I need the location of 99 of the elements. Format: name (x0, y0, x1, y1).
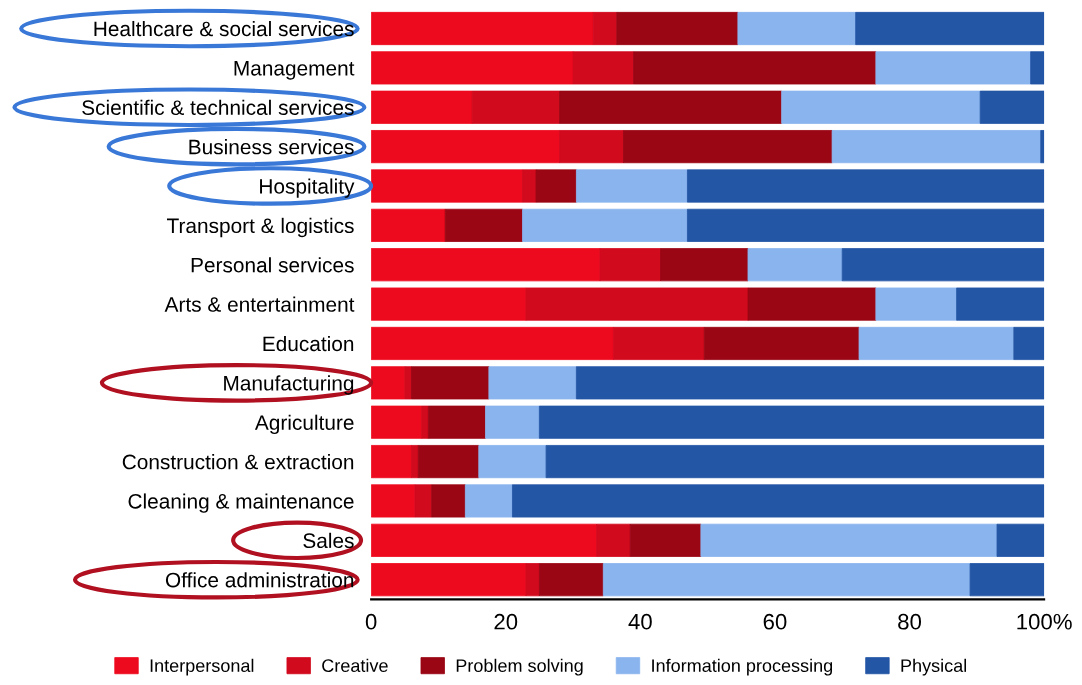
y-tick-label: Personal services (191, 257, 354, 273)
bar (956, 287, 1045, 321)
bar (371, 366, 406, 400)
bar (371, 51, 574, 85)
bar (371, 445, 412, 479)
bar (525, 287, 749, 321)
bar (875, 51, 1032, 85)
bar (371, 90, 473, 124)
bar (512, 484, 1045, 518)
bar (411, 445, 419, 479)
bar (488, 366, 577, 400)
y-tick-label: Construction & extraction (122, 454, 354, 470)
bar (417, 445, 480, 479)
bar (371, 11, 594, 46)
bar (996, 523, 1045, 557)
y-tick-label: Cleaning & maintenance (128, 493, 354, 513)
bar (371, 523, 597, 557)
bar (969, 563, 1045, 597)
y-tick-label: Arts & entertainment (164, 296, 355, 312)
bar (575, 169, 688, 203)
x-tick-label: 100% (1017, 613, 1072, 630)
bar (781, 90, 981, 124)
bar (629, 523, 702, 557)
bar (633, 51, 877, 85)
bar (831, 130, 1042, 164)
bar (538, 405, 1045, 439)
x-tick-label: 60 (763, 613, 787, 630)
x-tick-label: 20 (494, 613, 518, 630)
bar (485, 405, 540, 439)
legend-label: Problem solving (456, 658, 583, 676)
y-tick-label: Manufacturing (224, 375, 354, 395)
bar (371, 248, 601, 282)
legend-label: Interpersonal (150, 658, 254, 676)
bar (703, 326, 860, 361)
bar (687, 169, 1045, 203)
bar (687, 208, 1045, 242)
bar (371, 563, 527, 597)
bar (525, 563, 540, 597)
bar (596, 523, 631, 557)
bar (421, 405, 429, 439)
bar (858, 326, 1015, 361)
bar (464, 484, 513, 518)
y-tick-label: Scientific & technical services (82, 99, 354, 115)
bar (371, 130, 560, 164)
x-tick-label: 80 (898, 613, 922, 630)
y-tick-label: Business services (189, 139, 354, 155)
x-tick-label: 0 (365, 613, 377, 630)
bar (575, 366, 1045, 400)
bar (371, 208, 446, 242)
bar (700, 523, 998, 557)
bar (559, 90, 783, 124)
bar (522, 169, 537, 203)
legend-label: Physical (901, 658, 967, 676)
bar (623, 130, 833, 164)
bar (371, 326, 614, 361)
bar (592, 11, 618, 46)
bar (1040, 130, 1045, 164)
bar (599, 248, 661, 282)
bar (875, 287, 958, 321)
bar (747, 287, 877, 321)
bar (1030, 51, 1045, 85)
bar (427, 405, 486, 439)
bar (545, 445, 1045, 479)
y-tick-label: Hospitality (260, 178, 355, 198)
bar (371, 405, 423, 439)
y-tick-label: Management (234, 61, 355, 80)
x-tick-label: 40 (628, 613, 652, 630)
bar (979, 90, 1045, 124)
bar (431, 484, 466, 518)
bar (535, 169, 577, 203)
bar (471, 90, 560, 124)
bar (747, 248, 843, 282)
bar (444, 208, 523, 242)
bar (616, 11, 739, 46)
y-tick-label: Sales (303, 532, 354, 549)
y-tick-label: Agriculture (254, 414, 354, 435)
y-tick-label: Education (263, 335, 354, 352)
bar (602, 563, 971, 597)
bar (841, 248, 1045, 282)
y-tick-label: Healthcare & social services (94, 20, 354, 37)
legend-label: Creative (322, 658, 388, 673)
y-tick-label: Office administration (165, 572, 354, 588)
bar (855, 11, 1045, 46)
bar (572, 51, 635, 85)
bar (371, 287, 527, 321)
bar (478, 445, 547, 479)
bar (404, 366, 412, 400)
bar (411, 366, 490, 400)
bar (737, 11, 857, 46)
bar (522, 208, 688, 242)
bar (1013, 326, 1045, 361)
bar (371, 484, 416, 518)
bar (414, 484, 433, 518)
legend-label: Information processing (652, 658, 833, 676)
bar (612, 326, 705, 361)
bar (660, 248, 749, 282)
y-tick-label: Transport & logistics (167, 217, 354, 238)
bar (559, 130, 624, 164)
bar (538, 563, 604, 597)
